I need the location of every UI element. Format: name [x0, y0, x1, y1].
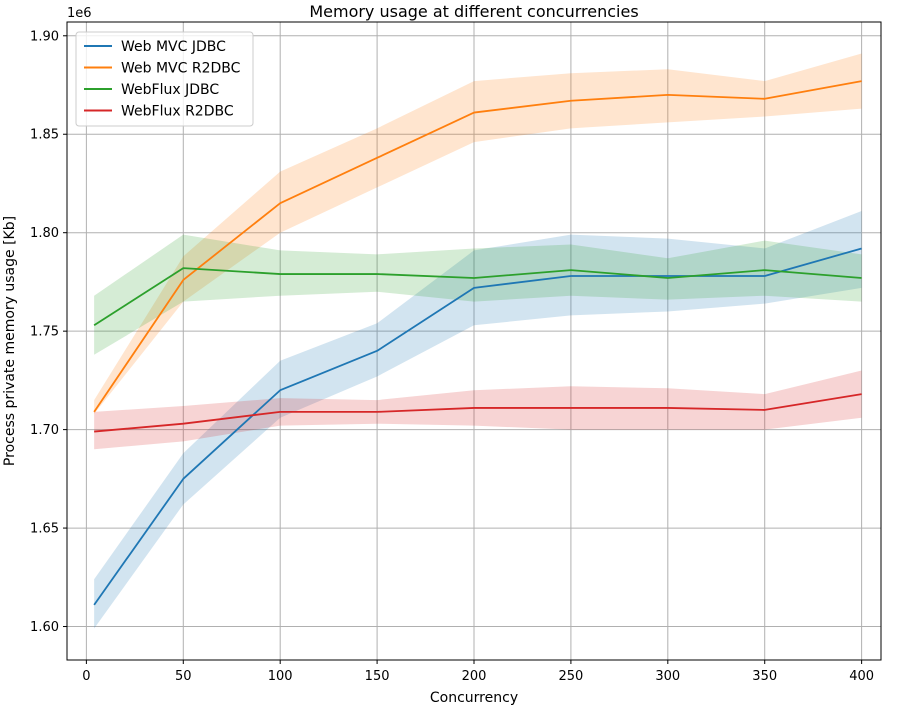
x-tick-label: 100 [268, 669, 293, 684]
y-tick-label: 1.85 [30, 128, 59, 143]
y-axis-label: Process private memory usage [Kb] [2, 216, 18, 466]
band-webflux-r2dbc [94, 370, 862, 450]
series-line-webflux-r2dbc [94, 393, 862, 433]
series-lines [93, 80, 862, 606]
band-web-mvc-r2dbc [94, 53, 862, 414]
y-tick-label: 1.75 [30, 325, 59, 340]
series-line-webflux-jdbc [93, 267, 862, 327]
y-tick-label: 1.65 [30, 522, 59, 537]
x-tick-label: 400 [849, 669, 874, 684]
x-tick-label: 150 [365, 669, 390, 684]
x-tick-label: 350 [752, 669, 777, 684]
x-tick-label: 50 [175, 669, 192, 684]
confidence-bands [94, 53, 862, 629]
x-tick-label: 250 [558, 669, 583, 684]
legend-box [75, 31, 254, 127]
y-tick-label: 1.60 [30, 620, 59, 635]
y-tick-label: 1.80 [30, 226, 59, 241]
band-webflux-jdbc [94, 234, 862, 355]
grid-lines [67, 22, 881, 660]
legend-entry-label: Web MVC R2DBC [121, 61, 241, 77]
x-tick-label: 200 [462, 669, 487, 684]
axis-ticks: 0 50 100 150 200 250 300 350 400 1.60 1.65 1.70 1.75… [30, 29, 874, 684]
chart-title: Memory usage at different concurrencies [309, 2, 638, 21]
legend: Web MVC JDBC Web MVC R2DBC WebFlux JDBC Web… [75, 31, 254, 127]
y-tick-label: 1.90 [30, 29, 59, 44]
legend-entry-label: Web MVC JDBC [121, 39, 226, 55]
y-axis-offset-label: 1e6 [67, 6, 92, 21]
legend-entry-label: WebFlux JDBC [121, 82, 219, 98]
series-line-web-mvc-r2dbc [93, 80, 862, 413]
legend-entry-label: WebFlux R2DBC [121, 104, 234, 120]
x-tick-label: 300 [655, 669, 680, 684]
y-tick-label: 1.70 [30, 423, 59, 438]
series-line-web-mvc-jdbc [93, 247, 862, 606]
x-axis-label: Concurrency [430, 690, 518, 706]
x-tick-label: 0 [82, 669, 90, 684]
